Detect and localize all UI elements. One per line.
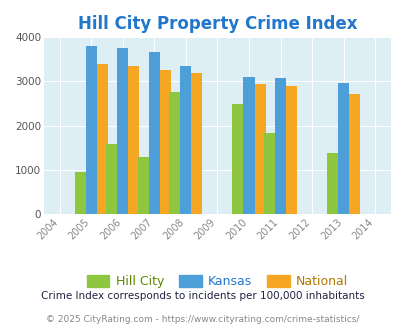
Bar [263, 133, 274, 214]
Bar [137, 157, 149, 214]
Bar [149, 52, 160, 214]
Bar [326, 153, 337, 214]
Bar [191, 73, 202, 214]
Title: Hill City Property Crime Index: Hill City Property Crime Index [77, 15, 356, 33]
Bar [85, 46, 96, 214]
Bar [180, 66, 191, 214]
Text: Crime Index corresponds to incidents per 100,000 inhabitants: Crime Index corresponds to incidents per… [41, 291, 364, 301]
Bar [128, 66, 139, 214]
Bar [286, 86, 296, 214]
Bar [274, 78, 286, 214]
Bar [243, 77, 254, 214]
Bar [348, 94, 359, 214]
Text: © 2025 CityRating.com - https://www.cityrating.com/crime-statistics/: © 2025 CityRating.com - https://www.city… [46, 315, 359, 324]
Bar [160, 70, 171, 214]
Bar [337, 83, 348, 214]
Bar [232, 104, 243, 214]
Bar [106, 145, 117, 214]
Bar [169, 92, 180, 214]
Bar [75, 172, 85, 214]
Legend: Hill City, Kansas, National: Hill City, Kansas, National [82, 270, 352, 293]
Bar [254, 84, 265, 214]
Bar [96, 64, 108, 214]
Bar [117, 48, 128, 214]
